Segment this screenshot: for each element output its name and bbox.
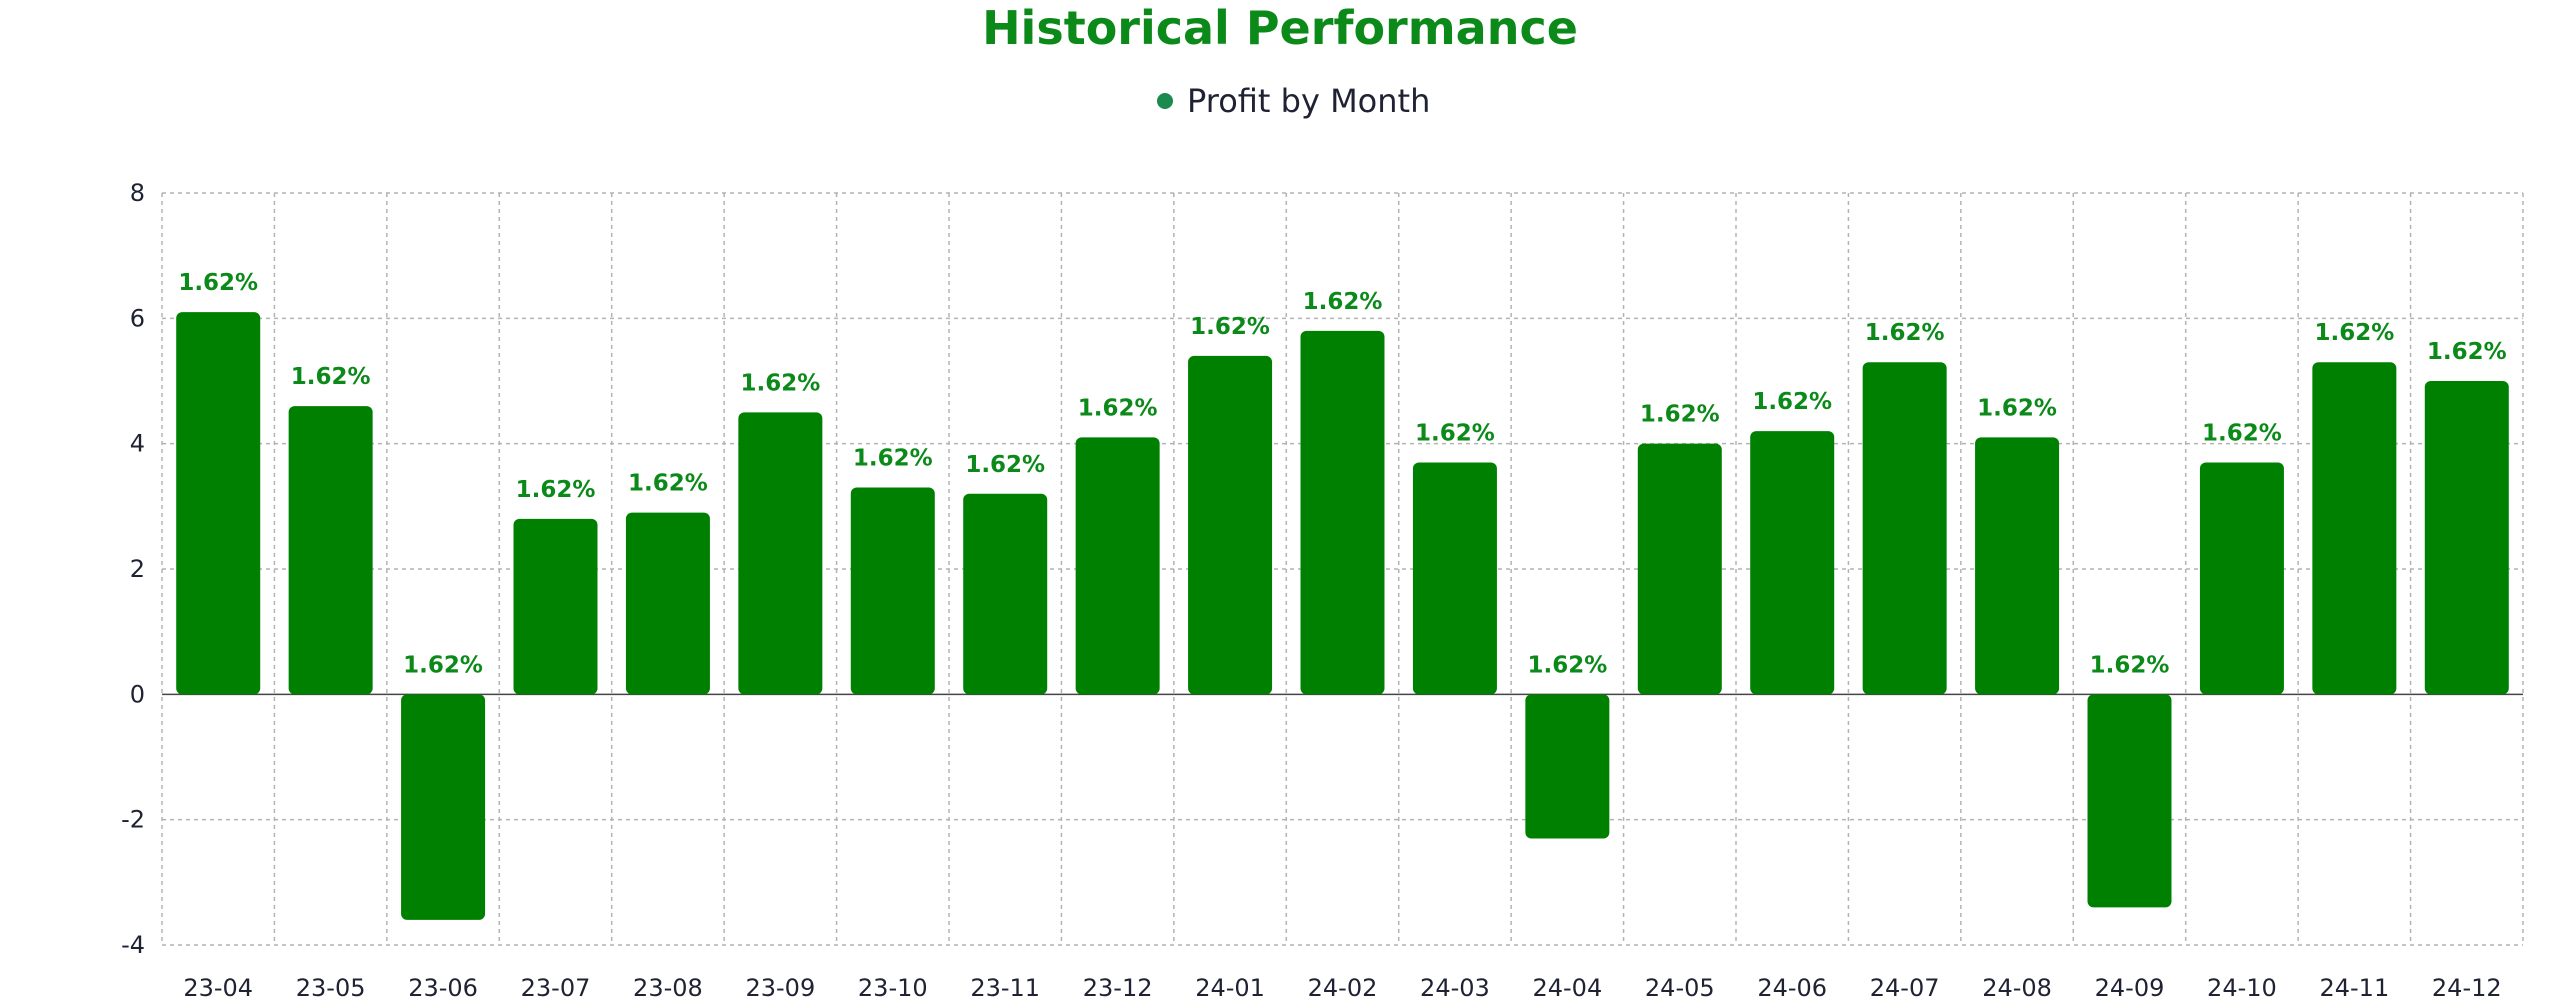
bar-data-label: 1.62% xyxy=(2427,339,2507,365)
bar-data-label: 1.62% xyxy=(1303,289,1383,315)
bar[interactable] xyxy=(1075,437,1160,695)
bar-data-label: 1.62% xyxy=(853,446,933,472)
x-tick-label: 24-11 xyxy=(2319,974,2389,1002)
bar-data-label: 1.62% xyxy=(2202,420,2282,446)
data-labels: 1.62% 1.62% 1.62% 1.62% 1.62% 1.62% 1.62% 1.62%… xyxy=(178,270,2506,678)
x-tick-label: 23-06 xyxy=(408,974,478,1002)
bars xyxy=(176,312,2509,920)
bar[interactable] xyxy=(625,512,710,695)
x-tick-label: 24-04 xyxy=(1532,974,1602,1002)
bar-data-label: 1.62% xyxy=(1865,320,1945,346)
y-tick-label: 8 xyxy=(130,179,145,207)
legend[interactable]: Profit by Month xyxy=(1157,82,1430,120)
bar[interactable] xyxy=(1412,462,1497,695)
x-tick-label: 23-12 xyxy=(1083,974,1153,1002)
bar-data-label: 1.62% xyxy=(628,471,708,497)
bar-data-label: 1.62% xyxy=(1640,402,1720,428)
x-tick-label: 24-03 xyxy=(1420,974,1490,1002)
bar[interactable] xyxy=(513,518,598,695)
bar[interactable] xyxy=(2312,362,2397,695)
bar-data-label: 1.62% xyxy=(178,270,258,296)
x-tick-label: 24-12 xyxy=(2432,974,2502,1002)
bar[interactable] xyxy=(1975,437,2060,695)
legend-label[interactable]: Profit by Month xyxy=(1187,82,1430,120)
y-tick-label: -2 xyxy=(121,806,145,834)
bar[interactable] xyxy=(2424,381,2509,695)
x-tick-label: 24-09 xyxy=(2095,974,2165,1002)
y-tick-label: 2 xyxy=(130,555,145,583)
x-tick-label: 23-09 xyxy=(745,974,815,1002)
x-tick-label: 24-08 xyxy=(1982,974,2052,1002)
bar[interactable] xyxy=(850,487,935,695)
bar-data-label: 1.62% xyxy=(2090,652,2170,678)
bar[interactable] xyxy=(1188,355,1273,695)
bar-data-label: 1.62% xyxy=(740,370,820,396)
bar[interactable] xyxy=(738,412,823,695)
bar-data-label: 1.62% xyxy=(1190,314,1270,340)
x-tick-label: 23-08 xyxy=(633,974,703,1002)
bar[interactable] xyxy=(2199,462,2284,695)
bar[interactable] xyxy=(1750,431,1835,695)
x-tick-label: 24-10 xyxy=(2207,974,2277,1002)
bar-data-label: 1.62% xyxy=(965,452,1045,478)
legend-dot-icon xyxy=(1157,93,1173,109)
bar-data-label: 1.62% xyxy=(516,477,596,503)
bar[interactable] xyxy=(401,694,486,920)
bar[interactable] xyxy=(1637,443,1722,695)
x-tick-label: 23-05 xyxy=(296,974,366,1002)
bar-data-label: 1.62% xyxy=(1078,395,1158,421)
bar[interactable] xyxy=(2087,694,2172,908)
x-tick-label: 24-06 xyxy=(1757,974,1827,1002)
bar[interactable] xyxy=(1300,330,1385,695)
y-tick-label: 4 xyxy=(130,430,145,458)
y-tick-label: -4 xyxy=(121,931,145,959)
y-axis-ticks: 8 6 4 2 0 -2 -4 xyxy=(121,179,145,959)
x-tick-label: 23-10 xyxy=(858,974,928,1002)
x-tick-label: 23-11 xyxy=(970,974,1040,1002)
y-tick-label: 6 xyxy=(130,304,145,332)
chart-title: Historical Performance xyxy=(982,1,1578,55)
x-tick-label: 23-04 xyxy=(183,974,253,1002)
bar-data-label: 1.62% xyxy=(1752,389,1832,415)
bar-data-label: 1.62% xyxy=(1527,652,1607,678)
y-tick-label: 0 xyxy=(130,680,145,708)
bar[interactable] xyxy=(288,406,373,695)
bar[interactable] xyxy=(963,493,1048,695)
x-tick-label: 24-07 xyxy=(1870,974,1940,1002)
bar-data-label: 1.62% xyxy=(2314,320,2394,346)
bar[interactable] xyxy=(1525,694,1610,839)
bar-data-label: 1.62% xyxy=(291,364,371,390)
x-tick-label: 23-07 xyxy=(521,974,591,1002)
x-tick-label: 24-05 xyxy=(1645,974,1715,1002)
bar[interactable] xyxy=(176,312,261,695)
bar-data-label: 1.62% xyxy=(1977,395,2057,421)
x-tick-label: 24-01 xyxy=(1195,974,1265,1002)
x-tick-label: 24-02 xyxy=(1308,974,1378,1002)
x-axis-ticks: 23-04 23-05 23-06 23-07 23-08 23-09 23-10 23-11… xyxy=(183,974,2501,1002)
bar-data-label: 1.62% xyxy=(403,652,483,678)
bar-data-label: 1.62% xyxy=(1415,420,1495,446)
bar[interactable] xyxy=(1862,362,1947,695)
